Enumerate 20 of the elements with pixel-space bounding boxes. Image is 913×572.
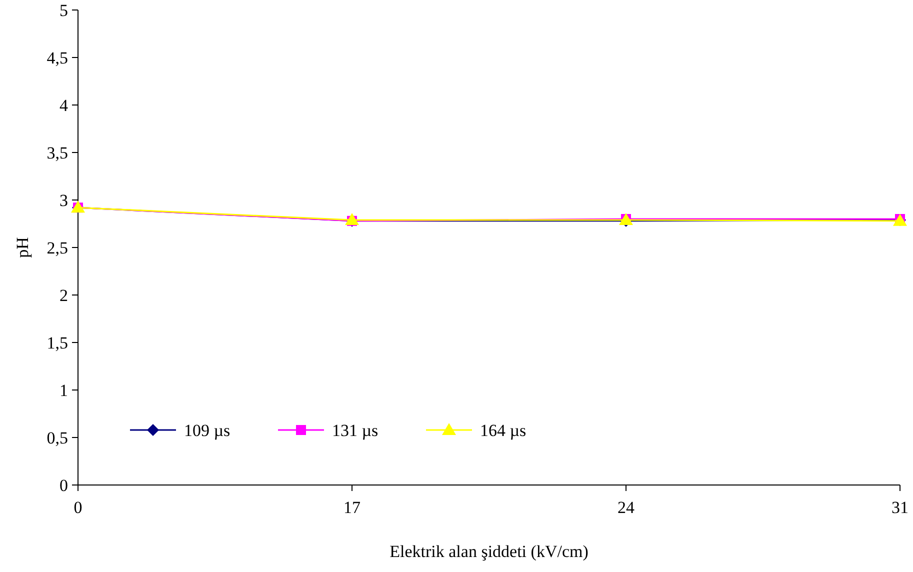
y-tick-label: 5 bbox=[60, 0, 68, 20]
x-tick-label: 0 bbox=[74, 498, 82, 517]
y-axis-title: pH bbox=[13, 237, 32, 258]
y-tick-label: 0 bbox=[60, 476, 68, 495]
y-tick-label: 4 bbox=[60, 96, 68, 115]
y-tick-label: 2,5 bbox=[46, 238, 68, 258]
y-tick-label: 0,5 bbox=[46, 428, 68, 448]
x-tick-label: 17 bbox=[344, 498, 361, 517]
x-tick-label: 24 bbox=[618, 498, 635, 517]
y-tick-label: 1,5 bbox=[46, 333, 68, 352]
y-tick-label: 1 bbox=[60, 380, 68, 400]
y-tick-label: 4,5 bbox=[46, 48, 68, 68]
legend-label: 164 µs bbox=[480, 420, 526, 440]
y-tick-label: 3,5 bbox=[46, 143, 68, 162]
y-tick-label: 2 bbox=[60, 286, 68, 305]
x-axis-title: Elektrik alan şiddeti (kV/cm) bbox=[390, 542, 588, 561]
legend-label: 131 µs bbox=[332, 420, 378, 440]
x-tick-label: 31 bbox=[892, 498, 908, 517]
legend-label: 109 µs bbox=[184, 420, 230, 440]
y-tick-label: 3 bbox=[60, 190, 68, 210]
